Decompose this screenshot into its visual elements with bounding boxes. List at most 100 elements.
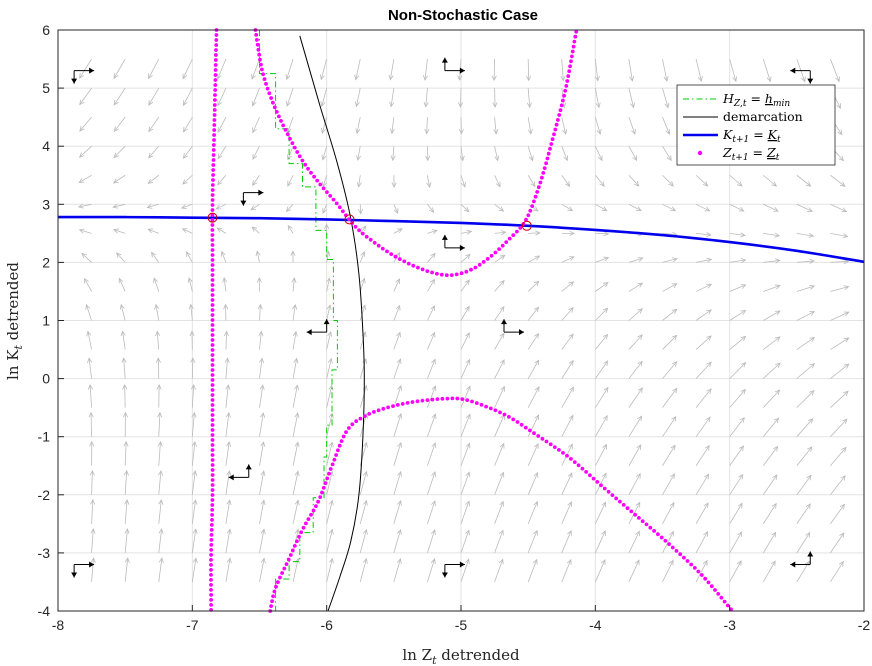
field-arrow — [460, 231, 472, 234]
z-nullcline-point — [445, 396, 450, 401]
z-nullcline-point — [567, 69, 572, 74]
field-arrow — [729, 232, 746, 236]
field-arrow — [527, 59, 530, 81]
field-arrow — [628, 559, 640, 583]
field-arrow — [356, 88, 361, 107]
field-arrow-head — [500, 385, 505, 392]
field-arrow — [527, 146, 533, 161]
z-nullcline-point — [299, 530, 304, 535]
z-nullcline-point — [532, 431, 536, 436]
field-arrow — [292, 358, 298, 379]
field-arrow-head — [285, 74, 291, 81]
field-arrow — [762, 446, 778, 466]
field-arrow — [148, 228, 159, 234]
z-nullcline-point — [493, 408, 498, 413]
field-arrow-head — [355, 128, 361, 135]
field-arrow-head — [732, 76, 738, 83]
z-nullcline-point — [209, 543, 214, 547]
z-nullcline-point — [542, 166, 547, 171]
field-arrow — [796, 363, 815, 379]
z-nullcline-point — [211, 158, 216, 162]
field-arrow-head — [260, 557, 266, 564]
field-arrow-head — [431, 413, 437, 420]
field-arrow — [460, 386, 471, 408]
field-arrow — [796, 203, 813, 212]
z-nullcline-point — [210, 253, 215, 257]
y-axis-ticks: -4 -3 -2 -1 0 1 2 3 4 5 6 — [38, 22, 64, 619]
phase-arrow-head-v — [500, 319, 507, 325]
field-arrow — [628, 473, 641, 495]
z-nullcline-point — [210, 283, 215, 287]
field-arrow-head — [148, 100, 154, 106]
field-arrow — [427, 305, 435, 321]
z-nullcline-point — [209, 593, 214, 597]
z-nullcline-point — [321, 485, 326, 490]
field-arrow — [662, 309, 677, 321]
field-arrow-head — [291, 277, 297, 283]
field-arrow-head — [738, 206, 745, 212]
z-nullcline-point — [290, 141, 295, 146]
z-nullcline-point — [210, 413, 215, 417]
field-arrow — [393, 500, 402, 524]
field-arrow-head — [322, 181, 327, 188]
x-tick-label: -2 — [858, 617, 871, 633]
z-nullcline-point — [344, 213, 348, 218]
z-nullcline-point — [561, 451, 565, 455]
z-nullcline-point — [528, 428, 532, 433]
phase-arrow-head-v — [71, 78, 78, 84]
field-arrow-head — [226, 528, 232, 535]
z-nullcline-point — [557, 113, 562, 117]
field-arrow-head — [669, 530, 674, 537]
z-nullcline-point — [210, 218, 215, 222]
z-nullcline-point — [212, 103, 217, 107]
z-nullcline-point — [306, 517, 311, 521]
field-arrow-head — [602, 307, 609, 314]
field-arrow-head — [155, 330, 161, 337]
field-arrow — [79, 58, 92, 79]
field-arrow-head — [431, 358, 436, 365]
field-arrow-head — [294, 470, 300, 477]
field-arrow — [594, 146, 603, 161]
field-arrow — [628, 282, 643, 292]
phase-arrow-head-v — [807, 551, 814, 557]
field-arrow-head — [224, 357, 230, 364]
field-arrow — [561, 307, 574, 321]
z-nullcline-point — [515, 229, 519, 234]
field-arrow-head — [124, 499, 130, 505]
z-nullcline-point — [210, 398, 215, 402]
field-arrow-head — [186, 251, 191, 258]
z-nullcline-point — [210, 258, 215, 262]
field-arrow — [527, 255, 540, 263]
z-nullcline-point — [415, 399, 420, 404]
z-nullcline-point — [213, 93, 217, 97]
field-arrow — [830, 261, 849, 263]
z-nullcline-point — [209, 578, 213, 582]
field-arrow — [84, 278, 92, 292]
field-arrow-head — [671, 334, 678, 341]
field-arrow — [357, 146, 361, 161]
field-arrow — [695, 203, 710, 212]
field-arrow — [527, 501, 538, 525]
field-arrow-head — [147, 178, 154, 185]
field-arrow — [113, 87, 126, 106]
field-arrow — [217, 116, 227, 133]
z-nullcline-point — [274, 110, 279, 114]
field-arrow — [292, 500, 299, 524]
z-nullcline-point — [210, 368, 215, 372]
z-nullcline-point — [210, 203, 215, 207]
field-arrow-head — [665, 129, 671, 135]
field-arrow — [527, 307, 539, 321]
field-arrow-head — [705, 416, 711, 423]
field-arrow-head — [354, 101, 360, 108]
field-arrow — [695, 309, 712, 321]
field-arrow-head — [534, 359, 540, 366]
field-arrow — [595, 257, 609, 263]
z-nullcline-point — [524, 217, 528, 222]
field-arrow — [662, 283, 678, 292]
field-arrow-head — [465, 385, 471, 392]
z-nullcline-point — [440, 396, 445, 401]
z-nullcline-point — [591, 476, 596, 481]
y-tick-label: 5 — [42, 80, 50, 96]
field-arrow — [223, 277, 227, 292]
field-arrow-head — [842, 233, 849, 239]
